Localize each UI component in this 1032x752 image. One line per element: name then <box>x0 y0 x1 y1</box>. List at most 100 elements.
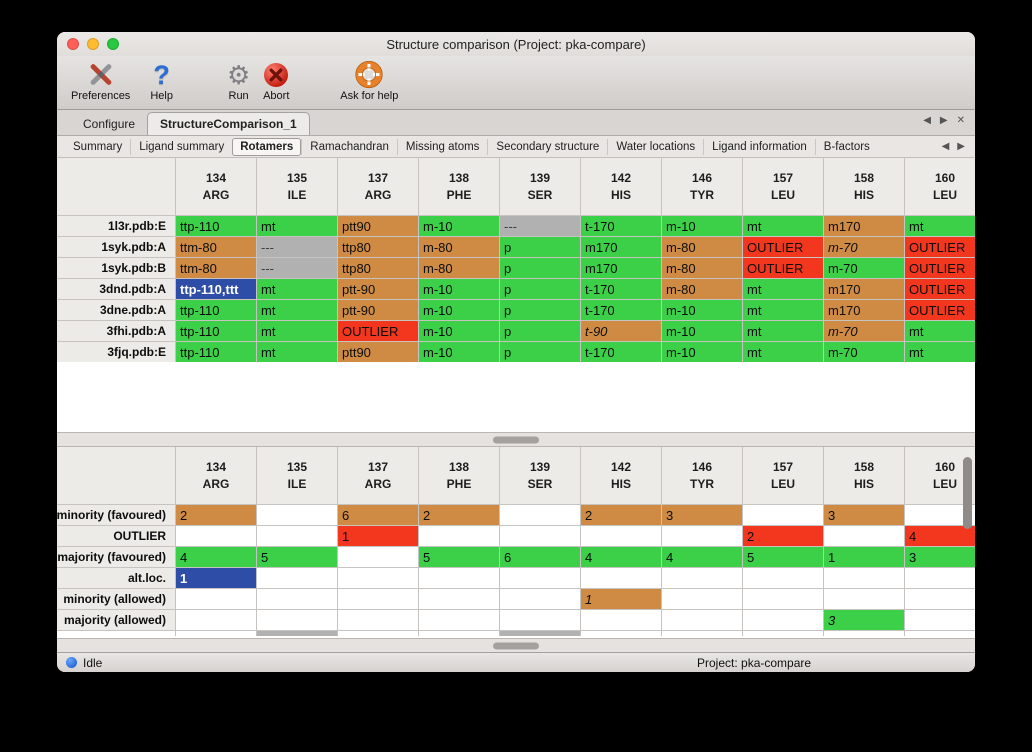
cell[interactable]: 3 <box>824 505 904 525</box>
cell[interactable]: m170 <box>824 216 904 236</box>
tab-prev-icon[interactable]: ◀ <box>923 115 931 126</box>
cell[interactable] <box>581 526 661 546</box>
tab-close-icon[interactable]: ✕ <box>956 115 965 126</box>
cell[interactable]: m-10 <box>662 342 742 362</box>
row-label[interactable]: alt.loc. <box>57 568 175 588</box>
cell[interactable]: t-170 <box>581 300 661 320</box>
row-label[interactable]: 3dne.pdb:A <box>57 300 175 320</box>
cell[interactable] <box>338 568 418 588</box>
cell[interactable]: m-10 <box>419 279 499 299</box>
cell[interactable] <box>662 610 742 630</box>
row-label[interactable]: 1l3r.pdb:E <box>57 216 175 236</box>
cell[interactable] <box>419 568 499 588</box>
cell[interactable]: p <box>500 342 580 362</box>
splitter-grip[interactable] <box>493 436 539 443</box>
tab-structure-comparison-1[interactable]: StructureComparison_1 <box>147 112 310 135</box>
cell[interactable]: mt <box>743 342 823 362</box>
subtab-rotamers[interactable]: Rotamers <box>232 137 302 156</box>
cell[interactable]: mt <box>743 300 823 320</box>
cell[interactable] <box>257 568 337 588</box>
cell[interactable]: 5 <box>257 547 337 567</box>
cell[interactable]: mt <box>905 216 975 236</box>
cell[interactable]: 6 <box>338 505 418 525</box>
cell[interactable] <box>905 505 975 525</box>
cell[interactable]: ttp80 <box>338 258 418 278</box>
cell[interactable]: mt <box>905 321 975 341</box>
cell[interactable]: m-10 <box>662 216 742 236</box>
cell[interactable]: m-70 <box>824 258 904 278</box>
cell[interactable] <box>905 610 975 630</box>
row-label[interactable]: 1syk.pdb:A <box>57 237 175 257</box>
cell[interactable]: 5 <box>419 547 499 567</box>
cell[interactable]: ttp80 <box>338 237 418 257</box>
cell[interactable]: m170 <box>824 300 904 320</box>
cell[interactable] <box>500 610 580 630</box>
cell[interactable] <box>500 526 580 546</box>
cell[interactable] <box>500 505 580 525</box>
subtab-ramachandran[interactable]: Ramachandran <box>301 138 397 155</box>
cell[interactable]: m-80 <box>662 279 742 299</box>
cell[interactable]: p <box>500 258 580 278</box>
cell[interactable] <box>500 568 580 588</box>
row-label[interactable]: majority (favoured) <box>57 547 175 567</box>
abort-button[interactable]: Abort <box>262 59 290 102</box>
cell[interactable]: 2 <box>176 505 256 525</box>
cell[interactable]: 1 <box>581 589 661 609</box>
bottom-scroll-grip[interactable] <box>493 642 539 649</box>
row-label[interactable]: minority (allowed) <box>57 589 175 609</box>
cell[interactable]: 1 <box>176 568 256 588</box>
cell[interactable]: ttm-80 <box>176 237 256 257</box>
cell[interactable] <box>338 610 418 630</box>
cell[interactable] <box>338 589 418 609</box>
cell[interactable] <box>905 568 975 588</box>
cell[interactable]: mt <box>743 321 823 341</box>
cell[interactable]: m-80 <box>662 258 742 278</box>
cell[interactable]: mt <box>257 279 337 299</box>
cell[interactable]: 2 <box>419 505 499 525</box>
cell[interactable] <box>824 568 904 588</box>
cell[interactable]: ptt90 <box>338 216 418 236</box>
cell[interactable]: OUTLIER <box>338 321 418 341</box>
cell[interactable]: OUTLIER <box>905 300 975 320</box>
cell[interactable]: mt <box>257 216 337 236</box>
cell[interactable] <box>419 589 499 609</box>
window-minimize-button[interactable] <box>87 38 99 50</box>
cell[interactable]: OUTLIER <box>743 237 823 257</box>
subtab-secondary-structure[interactable]: Secondary structure <box>487 138 607 155</box>
cell[interactable]: 3 <box>824 610 904 630</box>
help-button[interactable]: ? Help <box>150 59 173 103</box>
cell[interactable] <box>743 568 823 588</box>
cell[interactable]: mt <box>905 342 975 362</box>
cell[interactable]: 3 <box>905 547 975 567</box>
cell[interactable] <box>257 589 337 609</box>
vertical-scrollbar-thumb[interactable] <box>963 457 972 529</box>
cell[interactable]: mt <box>257 321 337 341</box>
run-button[interactable]: ⚙ Run <box>227 59 250 103</box>
cell[interactable]: mt <box>743 216 823 236</box>
cell[interactable]: p <box>500 279 580 299</box>
cell[interactable] <box>905 589 975 609</box>
cell[interactable]: ptt-90 <box>338 279 418 299</box>
cell[interactable]: --- <box>257 237 337 257</box>
cell[interactable]: ttm-80 <box>176 258 256 278</box>
cell[interactable]: m-70 <box>824 342 904 362</box>
cell[interactable]: m-70 <box>824 321 904 341</box>
cell[interactable]: m-80 <box>419 237 499 257</box>
cell[interactable]: 2 <box>743 526 823 546</box>
cell[interactable]: p <box>500 237 580 257</box>
cell[interactable]: 5 <box>743 547 823 567</box>
cell[interactable] <box>176 589 256 609</box>
cell[interactable]: OUTLIER <box>905 279 975 299</box>
preferences-button[interactable]: Preferences <box>71 59 130 102</box>
cell[interactable] <box>824 589 904 609</box>
cell[interactable] <box>743 589 823 609</box>
cell[interactable]: 2 <box>581 505 661 525</box>
cell[interactable]: OUTLIER <box>743 258 823 278</box>
cell[interactable]: mt <box>257 300 337 320</box>
cell[interactable]: mt <box>257 342 337 362</box>
cell[interactable]: m170 <box>824 279 904 299</box>
cell[interactable]: 3 <box>662 505 742 525</box>
cell[interactable]: 1 <box>824 547 904 567</box>
cell[interactable] <box>500 589 580 609</box>
cell[interactable]: --- <box>257 258 337 278</box>
